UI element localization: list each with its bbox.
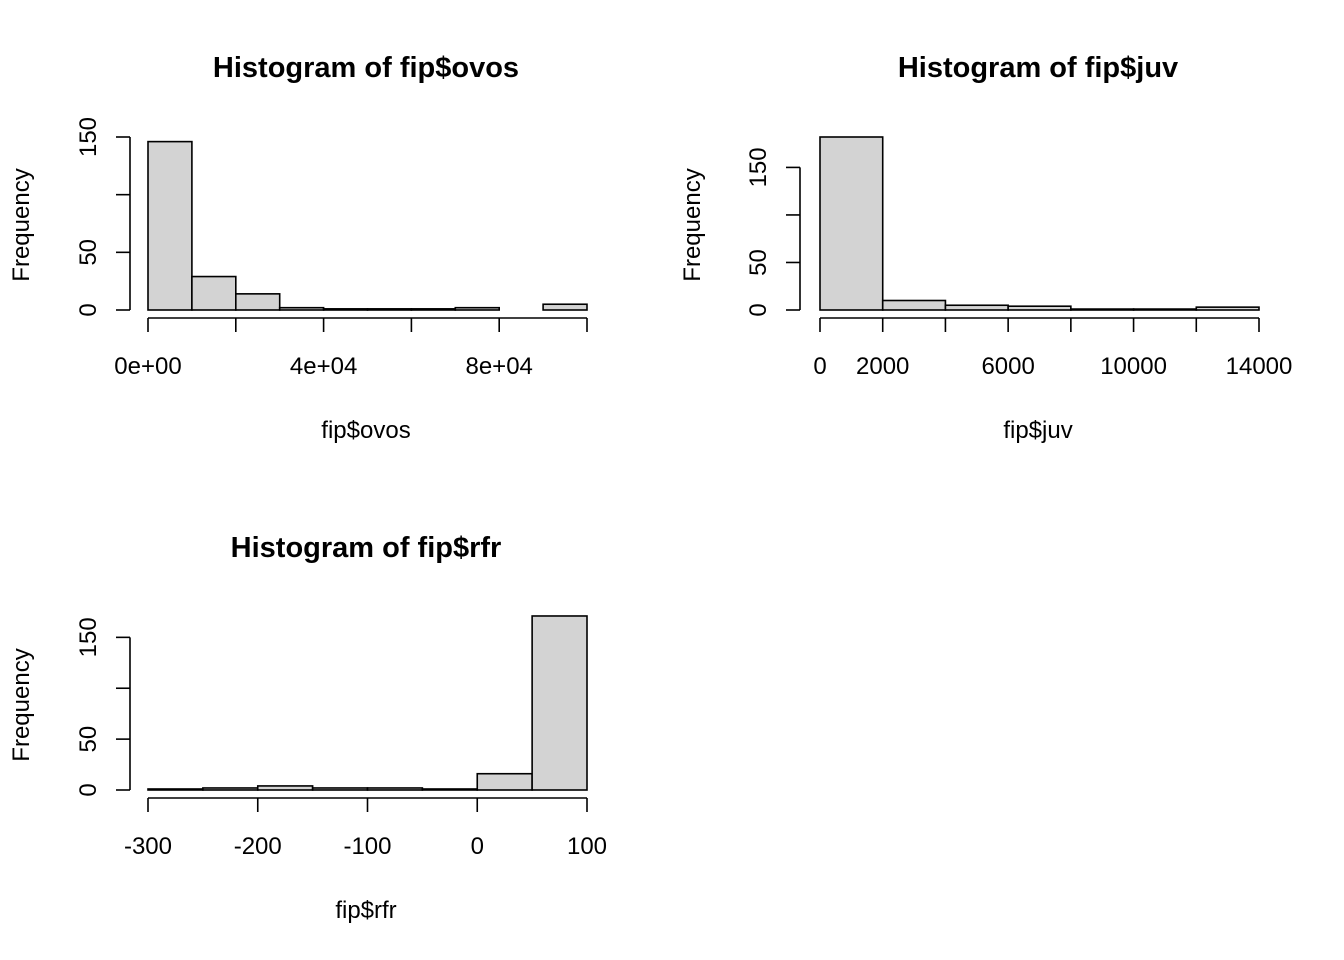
y-axis-label: Frequency xyxy=(8,168,35,281)
histogram-bar xyxy=(410,308,457,311)
x-tick-label: -100 xyxy=(343,833,391,860)
x-axis: 0 2000 6000 10000 14000 xyxy=(813,317,1293,380)
y-axis-label: Frequency xyxy=(679,168,706,281)
histogram-bar xyxy=(531,615,588,791)
x-tick-label: 10000 xyxy=(1100,353,1167,380)
y-tick-label: 50 xyxy=(75,726,102,753)
histogram-juv: Histogram of fip$juv fip$juv Frequency 0… xyxy=(679,52,1292,444)
histogram-bar xyxy=(421,788,479,791)
histogram-bar xyxy=(278,306,325,311)
x-axis: -300 -200 -100 0 100 xyxy=(124,797,607,860)
y-tick-label: 150 xyxy=(745,147,772,187)
histogram-bar xyxy=(542,303,588,311)
histogram-bar xyxy=(881,299,947,311)
histogram-bar xyxy=(1070,308,1135,311)
bars xyxy=(147,615,588,791)
histogram-bar xyxy=(476,772,533,791)
bars xyxy=(147,140,588,311)
histogram-bar xyxy=(819,136,884,311)
x-tick-label: 2000 xyxy=(856,353,909,380)
histogram-bar xyxy=(944,304,1009,311)
y-tick-label: 0 xyxy=(75,783,102,796)
y-axis-label: Frequency xyxy=(8,648,35,761)
chart-title: Histogram of fip$ovos xyxy=(213,52,519,84)
y-axis: 0 50 150 xyxy=(745,147,801,317)
chart-title: Histogram of fip$juv xyxy=(898,52,1178,84)
histogram-bar xyxy=(311,787,369,791)
x-tick-label: 0 xyxy=(471,833,484,860)
histogram-bar xyxy=(147,140,193,311)
histogram-bar xyxy=(366,308,413,311)
x-tick-label: 8e+04 xyxy=(465,353,532,380)
x-tick-label: 0 xyxy=(813,353,826,380)
histogram-bar xyxy=(191,275,237,311)
x-tick-label: 6000 xyxy=(981,353,1034,380)
x-tick-label: 4e+04 xyxy=(290,353,357,380)
histogram-bar xyxy=(147,788,204,791)
bars xyxy=(819,136,1260,311)
histogram-bar xyxy=(1132,308,1198,311)
y-tick-label: 150 xyxy=(75,117,102,157)
x-tick-label: 14000 xyxy=(1226,353,1293,380)
histogram-bar xyxy=(1195,306,1260,311)
x-axis-label: fip$rfr xyxy=(335,897,396,924)
y-axis: 0 50 150 xyxy=(75,117,131,317)
y-tick-label: 0 xyxy=(745,303,772,316)
histogram-bar xyxy=(256,785,314,791)
histogram-bar xyxy=(202,787,259,791)
y-tick-label: 0 xyxy=(75,303,102,316)
x-axis-label: fip$juv xyxy=(1003,417,1072,444)
histogram-bar xyxy=(454,306,500,311)
histogram-bar xyxy=(366,787,424,791)
histogram-bar xyxy=(1007,305,1072,311)
histogram-rfr: Histogram of fip$rfr fip$rfr Frequency -… xyxy=(8,532,607,924)
y-axis: 0 50 150 xyxy=(75,617,131,797)
y-tick-label: 50 xyxy=(75,239,102,266)
y-tick-label: 150 xyxy=(75,617,102,657)
histogram-bar xyxy=(235,293,281,311)
x-tick-label: 100 xyxy=(567,833,607,860)
chart-title: Histogram of fip$rfr xyxy=(231,532,502,564)
x-tick-label: -200 xyxy=(234,833,282,860)
x-tick-label: -300 xyxy=(124,833,172,860)
histogram-bar xyxy=(322,308,369,311)
x-tick-label: 0e+00 xyxy=(114,353,181,380)
y-tick-label: 50 xyxy=(745,249,772,276)
x-axis-label: fip$ovos xyxy=(321,417,410,444)
histogram-ovos: Histogram of fip$ovos fip$ovos Frequency… xyxy=(8,52,588,444)
x-axis: 0e+00 4e+04 8e+04 xyxy=(114,317,588,380)
